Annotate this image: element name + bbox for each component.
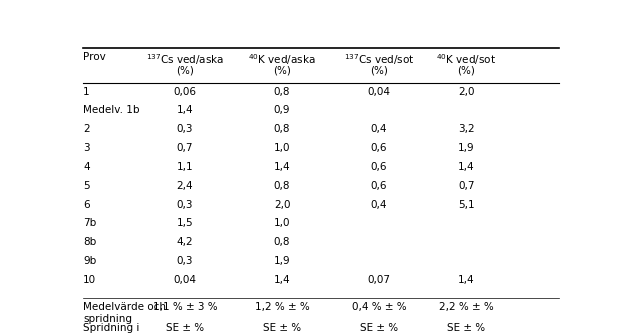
Text: 7b: 7b	[83, 218, 96, 228]
Text: 0,9: 0,9	[274, 106, 290, 116]
Text: 1,4: 1,4	[274, 162, 290, 172]
Text: (%): (%)	[370, 66, 388, 76]
Text: 4: 4	[83, 162, 90, 172]
Text: 0,06: 0,06	[173, 87, 197, 96]
Text: 5: 5	[83, 181, 90, 191]
Text: 6: 6	[83, 200, 90, 210]
Text: $^{40}$K ved/aska: $^{40}$K ved/aska	[249, 52, 316, 67]
Text: 1,4: 1,4	[177, 106, 193, 116]
Text: 1,4: 1,4	[274, 275, 290, 285]
Text: 1,9: 1,9	[458, 143, 475, 153]
Text: 4,2: 4,2	[177, 237, 193, 247]
Text: 1: 1	[83, 87, 90, 96]
Text: 1,9: 1,9	[274, 256, 290, 266]
Text: (%): (%)	[273, 66, 291, 76]
Text: 0,6: 0,6	[371, 181, 387, 191]
Text: 0,8: 0,8	[274, 124, 290, 134]
Text: 9b: 9b	[83, 256, 96, 266]
Text: 2,2 % ± %: 2,2 % ± %	[439, 302, 494, 312]
Text: 0,07: 0,07	[367, 275, 391, 285]
Text: 3: 3	[83, 143, 90, 153]
Text: 0,4 % ± %: 0,4 % ± %	[352, 302, 406, 312]
Text: 0,3: 0,3	[177, 256, 193, 266]
Text: 0,04: 0,04	[173, 275, 197, 285]
Text: $^{40}$K ved/sot: $^{40}$K ved/sot	[436, 52, 496, 67]
Text: $^{137}$Cs ved/aska: $^{137}$Cs ved/aska	[146, 52, 224, 67]
Text: Medelvärde och: Medelvärde och	[83, 302, 166, 312]
Text: 1,2 % ± %: 1,2 % ± %	[255, 302, 309, 312]
Text: 2,4: 2,4	[177, 181, 193, 191]
Text: 0,8: 0,8	[274, 181, 290, 191]
Text: 0,04: 0,04	[367, 87, 391, 96]
Text: $^{137}$Cs ved/sot: $^{137}$Cs ved/sot	[344, 52, 414, 67]
Text: SE ± %: SE ± %	[263, 323, 301, 333]
Text: SE ± %: SE ± %	[448, 323, 485, 333]
Text: 8b: 8b	[83, 237, 96, 247]
Text: (%): (%)	[458, 66, 475, 76]
Text: (%): (%)	[176, 66, 194, 76]
Text: 0,4: 0,4	[371, 200, 387, 210]
Text: 3,2: 3,2	[458, 124, 475, 134]
Text: 0,6: 0,6	[371, 162, 387, 172]
Text: 0,3: 0,3	[177, 124, 193, 134]
Text: 0,3: 0,3	[177, 200, 193, 210]
Text: 2,0: 2,0	[274, 200, 290, 210]
Text: 10: 10	[83, 275, 96, 285]
Text: 0,8: 0,8	[274, 237, 290, 247]
Text: 0,7: 0,7	[458, 181, 475, 191]
Text: 1,1: 1,1	[177, 162, 193, 172]
Text: 2: 2	[83, 124, 90, 134]
Text: 1,4: 1,4	[458, 275, 475, 285]
Text: 1,0: 1,0	[274, 218, 290, 228]
Text: SE ± %: SE ± %	[166, 323, 204, 333]
Text: 1,5: 1,5	[177, 218, 193, 228]
Text: 5,1: 5,1	[458, 200, 475, 210]
Text: 2,0: 2,0	[458, 87, 475, 96]
Text: 0,4: 0,4	[371, 124, 387, 134]
Text: 1,4: 1,4	[458, 162, 475, 172]
Text: 1,0: 1,0	[274, 143, 290, 153]
Text: 1,1 % ± 3 %: 1,1 % ± 3 %	[153, 302, 217, 312]
Text: 0,8: 0,8	[274, 87, 290, 96]
Text: 0,7: 0,7	[177, 143, 193, 153]
Text: 0,6: 0,6	[371, 143, 387, 153]
Text: SE ± %: SE ± %	[360, 323, 398, 333]
Text: spridning: spridning	[83, 315, 132, 324]
Text: Medelv. 1b: Medelv. 1b	[83, 106, 140, 116]
Text: Prov: Prov	[83, 52, 106, 62]
Text: Spridning i: Spridning i	[83, 323, 140, 333]
